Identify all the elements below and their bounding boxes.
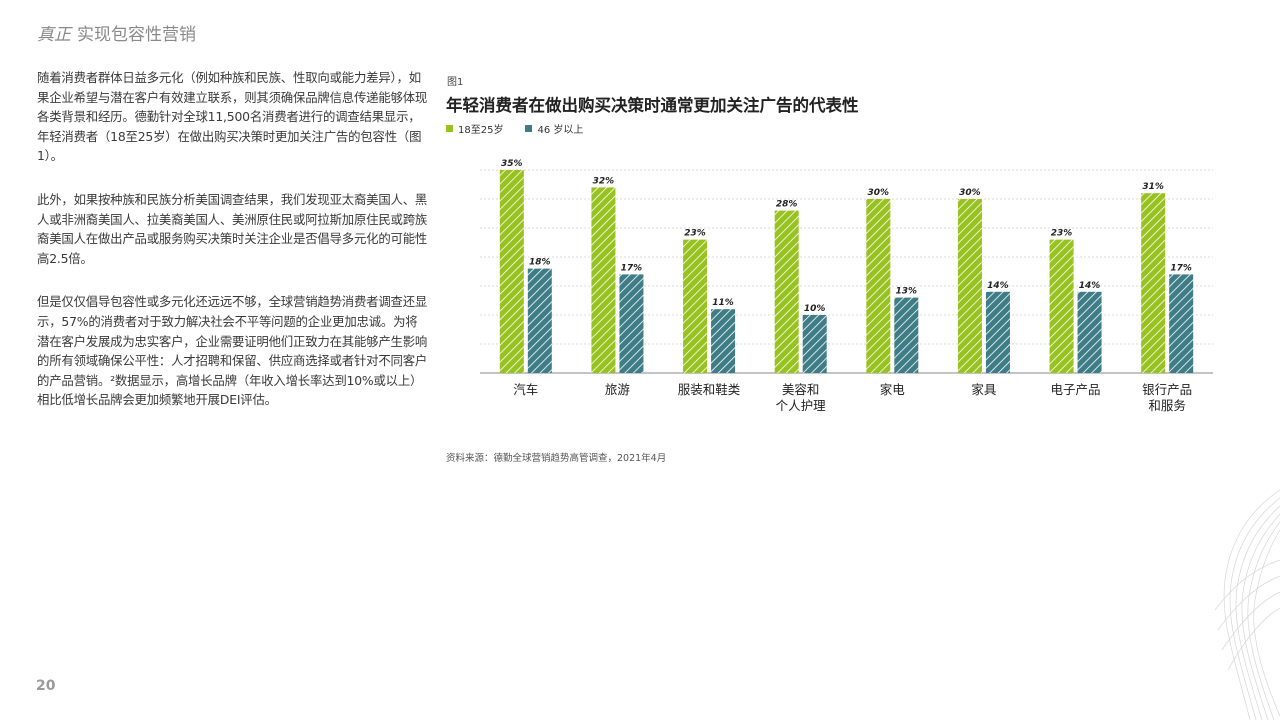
data-label: 14% — [1079, 281, 1101, 291]
bar-young — [683, 239, 708, 373]
data-label: 35% — [501, 159, 523, 169]
category-label: 旅游 — [605, 382, 631, 397]
bar-layer — [499, 170, 1194, 373]
chart-legend: 18至25岁 46 岁以上 — [446, 121, 605, 136]
bar-old — [711, 309, 736, 373]
bar-old — [619, 274, 644, 373]
data-label: 18% — [529, 258, 551, 268]
data-label: 23% — [1051, 229, 1073, 239]
page-number: 20 — [36, 678, 56, 694]
section-header: 真正 实现包容性营销 — [37, 20, 196, 45]
data-label: 23% — [684, 229, 706, 239]
chart-svg: 35% 18% 汽车 32% 17% 旅游 23% 11% 服装和鞋类 28% 10% 美容和个人护理… — [480, 159, 1213, 413]
grid-layer — [480, 169, 1213, 374]
bar-young — [774, 210, 799, 373]
data-label: 30% — [868, 188, 890, 198]
bar-old — [894, 297, 919, 373]
paragraph: 但是仅仅倡导包容性或多元化还远远不够，全球营销趋势消费者调查还显示，57%的消费… — [37, 294, 428, 408]
header-emphasis: 真正 — [37, 25, 71, 45]
category-label: 电子产品 — [1051, 382, 1101, 397]
category-label: 家电 — [880, 382, 906, 397]
source-note: 资料来源：德勤全球营销趋势高管调查，2021年4月 — [446, 453, 667, 464]
bar-old — [802, 315, 827, 373]
category-label: 美容和个人护理 — [776, 382, 827, 413]
label-layer: 35% 18% 汽车 32% 17% 旅游 23% 11% 服装和鞋类 28% 10% 美容和个人护理… — [501, 159, 1192, 413]
bar-old — [985, 291, 1010, 373]
header-title: 实现包容性营销 — [77, 25, 196, 45]
bar-old — [1077, 291, 1102, 373]
legend-item-young: 18至25岁 — [446, 121, 503, 136]
legend-label-young: 18至25岁 — [458, 125, 504, 136]
data-label: 32% — [593, 176, 615, 186]
data-label: 13% — [896, 287, 918, 297]
bar-young — [1049, 239, 1074, 373]
data-label: 31% — [1142, 182, 1164, 192]
data-label: 10% — [804, 304, 826, 314]
category-label: 家具 — [971, 382, 997, 397]
data-label: 28% — [776, 200, 798, 210]
legend-label-old: 46 岁以上 — [537, 125, 584, 136]
bar-young — [591, 187, 616, 373]
data-label: 11% — [712, 298, 734, 308]
chart-title: 年轻消费者在做出购买决策时通常更加关注广告的代表性 — [446, 96, 859, 115]
body-text: 随着消费者群体日益多元化（例如种族和民族、性取向或能力差异），如果企业希望与潜在… — [37, 68, 429, 434]
bar-young — [499, 170, 524, 373]
legend-item-old: 46 岁以上 — [525, 121, 583, 136]
data-label: 17% — [1170, 263, 1192, 273]
figure-label: 图1 — [447, 77, 464, 88]
legend-swatch-old — [525, 125, 533, 132]
bar-young — [957, 199, 982, 373]
paragraph: 此外，如果按种族和民族分析美国调查结果，我们发现亚太裔美国人、黑人或非洲裔美国人… — [37, 191, 428, 266]
bar-old — [1169, 274, 1194, 373]
bar-young — [1141, 193, 1166, 373]
bar-chart: 35% 18% 汽车 32% 17% 旅游 23% 11% 服装和鞋类 28% 10% 美容和个人护理… — [440, 150, 1230, 440]
legend-swatch-young — [446, 125, 453, 132]
category-label: 服装和鞋类 — [678, 382, 741, 397]
data-label: 17% — [621, 263, 643, 273]
data-label: 30% — [959, 188, 981, 198]
paragraph: 随着消费者群体日益多元化（例如种族和民族、性取向或能力差异），如果企业希望与潜在… — [37, 70, 428, 164]
data-label: 14% — [987, 281, 1009, 291]
bar-young — [866, 199, 891, 373]
category-label: 银行产品和服务 — [1142, 382, 1192, 413]
decorative-wave-graphic — [1214, 489, 1280, 720]
category-label: 汽车 — [513, 382, 538, 397]
bar-old — [527, 268, 552, 373]
